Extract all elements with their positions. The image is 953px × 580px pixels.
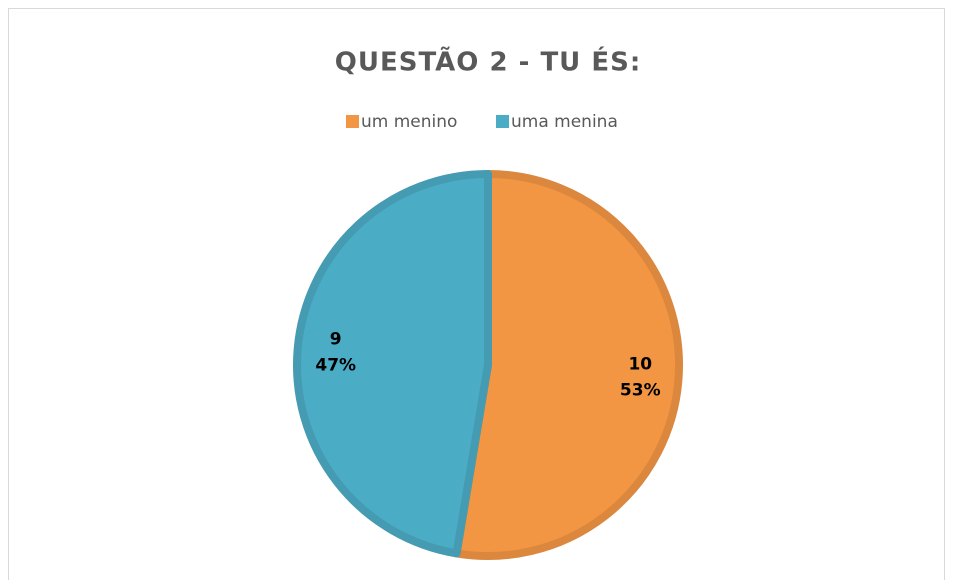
pie-slice — [452, 170, 683, 560]
chart-title: QUESTÃO 2 - TU ÉS: — [335, 46, 641, 78]
legend-label: uma menina — [511, 112, 618, 132]
percent-label: 47% — [315, 355, 356, 375]
data-label: 10 — [628, 355, 652, 375]
percent-label: 53% — [620, 381, 661, 401]
legend-label: um menino — [361, 112, 457, 132]
legend-swatch — [496, 115, 509, 128]
pie-slice — [293, 170, 492, 558]
data-label: 9 — [330, 329, 342, 349]
legend-swatch — [346, 115, 359, 128]
